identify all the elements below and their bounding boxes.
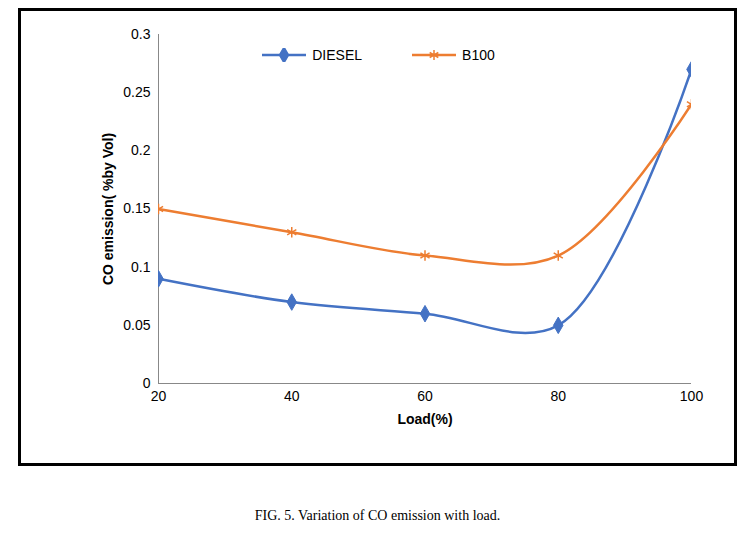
svg-text:0.25: 0.25 [123,84,150,100]
html-text:DIESEL: DIESEL [312,47,362,63]
svg-text:0: 0 [143,375,151,391]
svg-text:0.15: 0.15 [123,200,150,216]
html-text:B100: B100 [462,47,495,63]
svg-text:100: 100 [680,388,704,404]
svg-text:20: 20 [151,388,167,404]
svg-text:0.2: 0.2 [131,142,151,158]
svg-text:0.3: 0.3 [131,26,151,42]
svg-text:40: 40 [284,388,300,404]
svg-text:CO emission( %by Vol): CO emission( %by Vol) [100,133,116,285]
svg-text:0.05: 0.05 [123,317,150,333]
html-text:FIG. 5. Variation of CO emissi: FIG. 5. Variation of CO emission with lo… [254,508,501,523]
svg-text:80: 80 [550,388,566,404]
svg-text:0.1: 0.1 [131,259,151,275]
svg-text:Load(%): Load(%) [397,411,452,427]
svg-text:60: 60 [417,388,433,404]
